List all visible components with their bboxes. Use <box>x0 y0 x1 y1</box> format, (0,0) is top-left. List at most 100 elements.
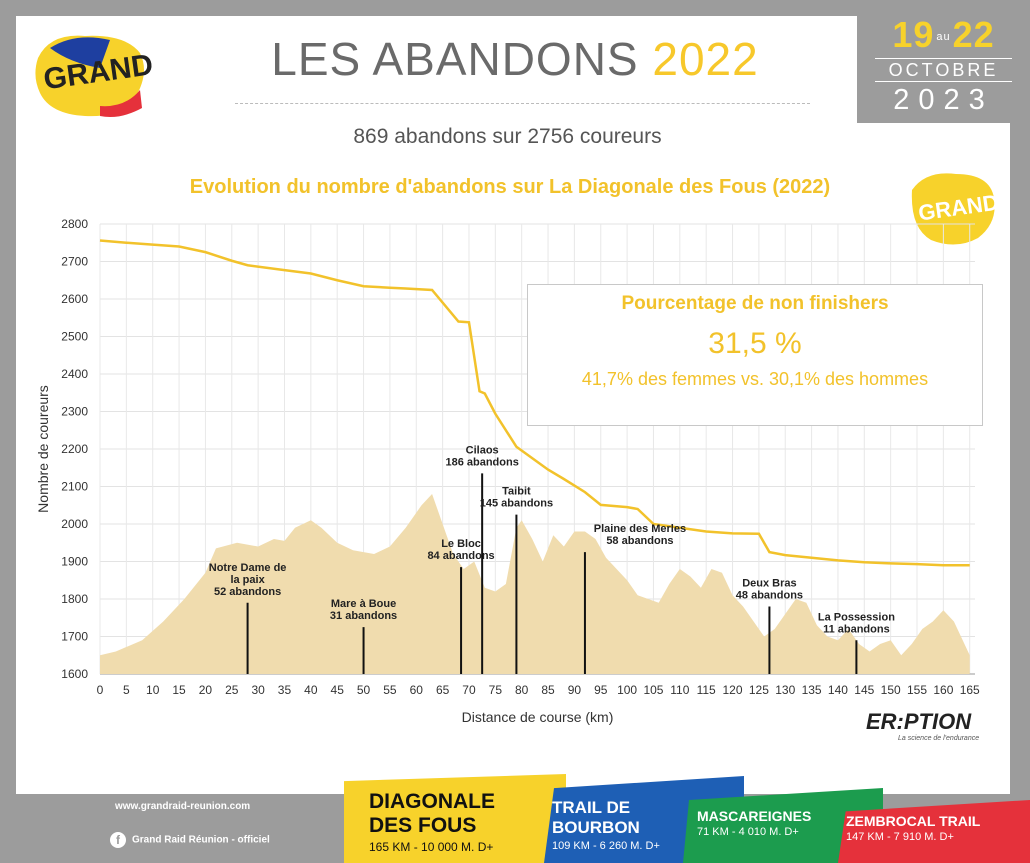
aid-station-label: Le Bloc <box>441 538 481 550</box>
date-box: 19 au22 OCTOBRE 2023 <box>857 0 1030 123</box>
stats-title: Pourcentage de non finishers <box>621 293 889 314</box>
aid-station-label: La Possession <box>818 611 895 623</box>
aid-station-label: Plaine des Merles <box>594 523 686 535</box>
aid-station-label: 52 abandons <box>214 586 281 598</box>
race-mascareignes-name: MASCAREIGNES <box>697 808 812 824</box>
x-tick-label: 120 <box>723 683 743 697</box>
x-tick-label: 115 <box>697 683 716 697</box>
date-month: OCTOBRE <box>875 58 1012 82</box>
aid-station-label: Notre Dame de <box>209 562 287 574</box>
y-tick-label: 2700 <box>61 255 88 269</box>
date-day-start: 19 <box>892 14 935 55</box>
subtitle: 869 abandons sur 2756 coureurs <box>353 125 662 148</box>
y-tick-label: 2500 <box>61 330 88 344</box>
y-tick-label: 1800 <box>61 592 88 606</box>
x-tick-label: 165 <box>960 683 980 697</box>
x-tick-label: 75 <box>489 683 503 697</box>
runners-line <box>99 239 970 567</box>
grand-raid-logo: GRAND RAID <box>35 35 152 117</box>
elevation-profile <box>100 494 970 674</box>
x-tick-label: 40 <box>304 683 318 697</box>
aid-station-label: 84 abandons <box>427 550 494 562</box>
x-tick-label: 125 <box>749 683 769 697</box>
aid-station-label: 11 abandons <box>823 623 890 635</box>
website-link[interactable]: www.grandraid-reunion.com <box>115 801 251 812</box>
x-tick-label: 105 <box>643 683 663 697</box>
race-mascareignes-details: 71 KM - 4 010 M. D+ <box>697 826 799 838</box>
y-tick-label: 2000 <box>61 517 88 531</box>
y-tick-label: 2800 <box>61 217 88 231</box>
grand-raid-logo-small: GRAND RAID <box>911 173 998 245</box>
eruption-name: ER:PTION <box>866 709 972 734</box>
x-tick-label: 70 <box>462 683 476 697</box>
eruption-tagline: La science de l'endurance <box>898 735 979 742</box>
x-tick-label: 130 <box>775 683 795 697</box>
x-tick-label: 100 <box>617 683 637 697</box>
chart-title: Evolution du nombre d'abandons sur La Di… <box>189 176 831 198</box>
x-tick-label: 140 <box>828 683 848 697</box>
stats-detail: 41,7% des femmes vs. 30,1% des hommes <box>581 369 929 389</box>
x-tick-label: 155 <box>907 683 927 697</box>
aid-station-label: Cilaos <box>466 444 499 456</box>
facebook-label: Grand Raid Réunion - officiel <box>132 834 270 846</box>
race-trail-bourbon-name2: BOURBON <box>552 818 640 837</box>
y-tick-label: 2400 <box>61 367 88 381</box>
aid-station-label: la paix <box>230 574 265 586</box>
x-tick-label: 25 <box>225 683 239 697</box>
title-year: 2022 <box>652 33 759 85</box>
race-zembrocal-name: ZEMBROCAL TRAIL <box>846 813 981 829</box>
facebook-icon: f <box>110 832 126 848</box>
x-tick-label: 50 <box>357 683 371 697</box>
date-au: au <box>936 31 951 44</box>
race-mascareignes: MASCAREIGNES 71 KM - 4 010 M. D+ <box>683 788 883 863</box>
y-tick-label: 2100 <box>61 480 88 494</box>
x-axis-label: Distance de course (km) <box>462 709 614 725</box>
race-diagonale: DIAGONALE DES FOUS 165 KM - 10 000 M. D+ <box>344 774 566 863</box>
non-finisher-stats: Pourcentage de non finishers 31,5 % 41,7… <box>527 284 983 426</box>
date-year: 2023 <box>893 84 994 116</box>
x-tick-label: 90 <box>568 683 582 697</box>
title-divider <box>235 103 810 104</box>
x-tick-label: 80 <box>515 683 529 697</box>
x-tick-label: 55 <box>383 683 397 697</box>
aid-station-label: 31 abandons <box>330 610 397 622</box>
x-tick-label: 45 <box>331 683 345 697</box>
eruption-logo: ER:PTION La science de l'endurance <box>866 709 979 742</box>
stats-value: 31,5 % <box>708 327 802 360</box>
y-tick-label: 1900 <box>61 555 88 569</box>
race-diagonale-name: DIAGONALE <box>369 790 495 813</box>
x-tick-label: 160 <box>933 683 953 697</box>
x-tick-label: 30 <box>251 683 265 697</box>
x-tick-label: 0 <box>97 683 104 697</box>
x-tick-label: 60 <box>410 683 424 697</box>
aid-station-label: Mare à Boue <box>331 598 396 610</box>
x-tick-label: 150 <box>881 683 901 697</box>
race-diagonale-details: 165 KM - 10 000 M. D+ <box>369 840 494 854</box>
race-zembrocal-details: 147 KM - 7 910 M. D+ <box>846 831 954 843</box>
x-tick-label: 20 <box>199 683 213 697</box>
y-tick-label: 1600 <box>61 667 88 681</box>
facebook-link[interactable]: f Grand Raid Réunion - officiel <box>110 832 270 848</box>
date-days: 19 au22 <box>857 14 1030 56</box>
x-tick-label: 135 <box>802 683 822 697</box>
race-zembrocal: ZEMBROCAL TRAIL 147 KM - 7 910 M. D+ <box>838 800 1030 863</box>
x-tick-label: 110 <box>670 683 689 697</box>
x-tick-label: 10 <box>146 683 160 697</box>
race-diagonale-name2: DES FOUS <box>369 814 477 837</box>
aid-station-label: 48 abandons <box>736 590 803 602</box>
aid-station-label: 58 abandons <box>606 535 673 547</box>
x-tick-label: 65 <box>436 683 450 697</box>
aid-station-label: 186 abandons <box>445 456 518 468</box>
x-tick-label: 15 <box>172 683 186 697</box>
title-main: LES ABANDONS <box>271 33 639 85</box>
y-axis-label: Nombre de coureurs <box>35 385 51 513</box>
y-tick-label: 2600 <box>61 292 88 306</box>
y-tick-label: 1700 <box>61 630 88 644</box>
x-tick-label: 85 <box>541 683 555 697</box>
aid-station-label: 145 abandons <box>480 498 553 510</box>
x-tick-label: 35 <box>278 683 292 697</box>
page-title: LES ABANDONS 2022 <box>230 32 800 86</box>
y-tick-label: 2300 <box>61 405 88 419</box>
race-trail-bourbon-name: TRAIL DE <box>552 798 631 817</box>
